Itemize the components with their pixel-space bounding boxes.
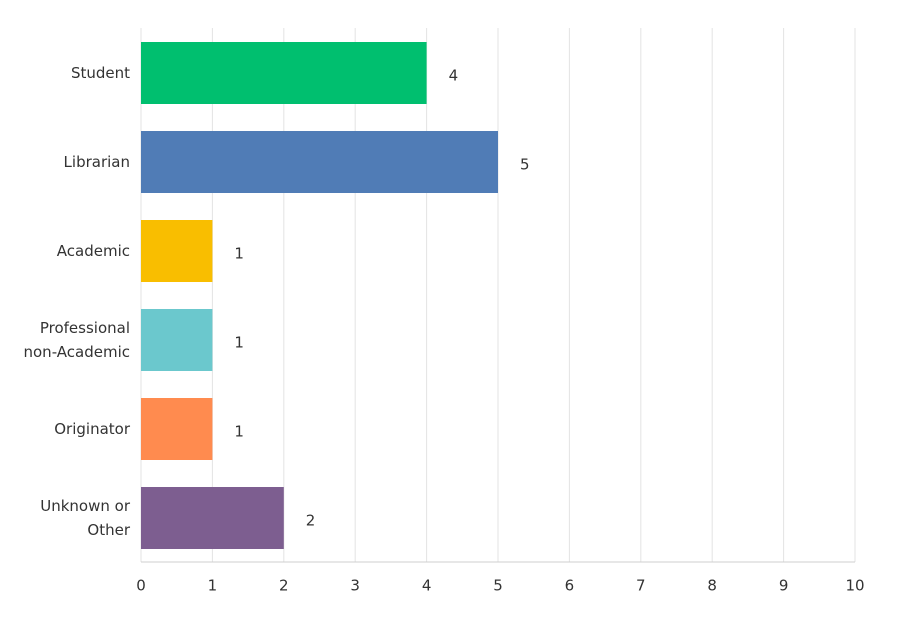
y-tick-label: Originator <box>54 420 130 438</box>
value-label: 4 <box>449 67 459 85</box>
y-tick-label: Unknown or Other <box>40 497 130 539</box>
bar <box>141 42 427 104</box>
x-tick-label: 8 <box>707 577 717 595</box>
x-tick-label: 10 <box>845 577 864 595</box>
x-tick-label: 7 <box>636 577 646 595</box>
x-tick-label: 3 <box>350 577 360 595</box>
value-label: 1 <box>234 334 244 352</box>
x-tick-label: 6 <box>565 577 575 595</box>
value-label: 2 <box>306 512 316 530</box>
y-tick-label: Professional non-Academic <box>23 319 131 361</box>
value-label: 1 <box>234 423 244 441</box>
x-tick-label: 0 <box>136 577 146 595</box>
bar <box>141 309 213 371</box>
x-tick-label: 1 <box>208 577 218 595</box>
bar <box>141 220 213 282</box>
bar <box>141 487 284 549</box>
x-tick-label: 5 <box>493 577 503 595</box>
bar <box>141 398 213 460</box>
value-label: 1 <box>234 245 244 263</box>
y-tick-label: Librarian <box>63 153 130 171</box>
y-tick-label: Student <box>70 64 130 82</box>
x-tick-label: 2 <box>279 577 289 595</box>
value-label: 5 <box>520 156 530 174</box>
x-tick-label: 9 <box>779 577 789 595</box>
x-tick-label: 4 <box>422 577 432 595</box>
bar <box>141 131 498 193</box>
y-tick-label: Academic <box>56 242 130 260</box>
